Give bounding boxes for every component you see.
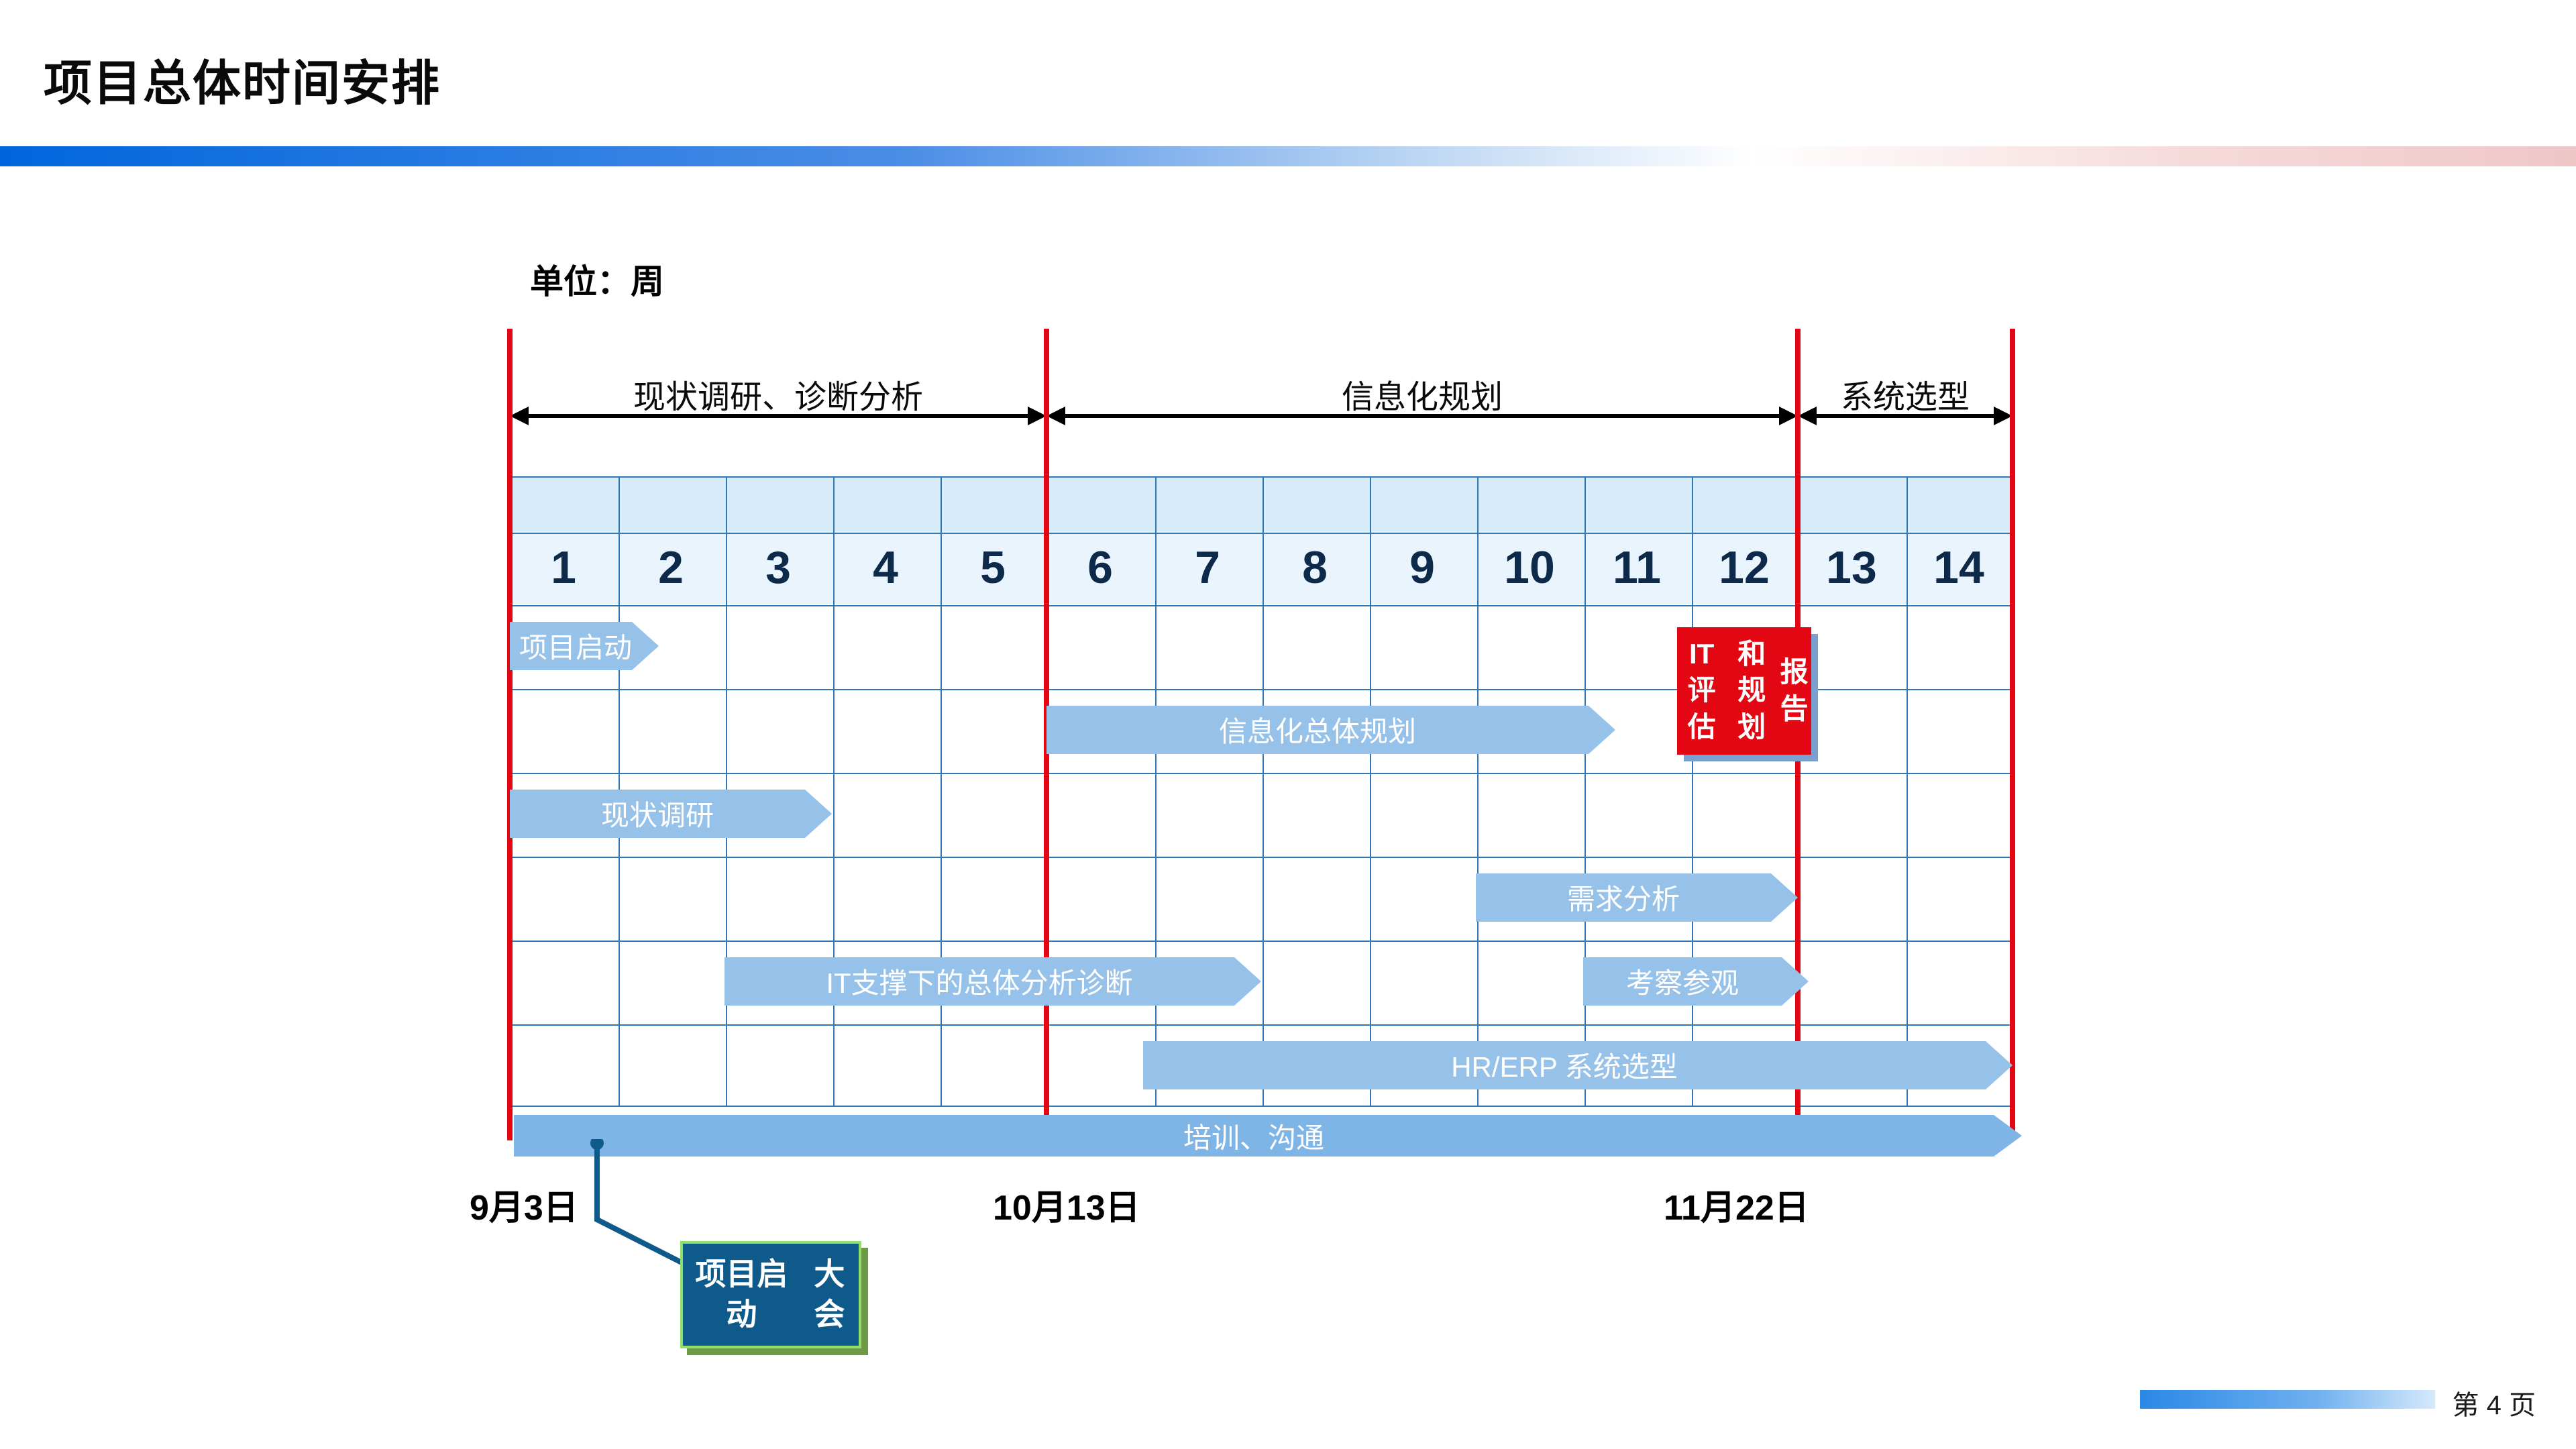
week-number: 11: [1583, 531, 1690, 604]
week-number: 2: [617, 531, 724, 604]
training-communication-label: 培训、沟通: [514, 1115, 1994, 1157]
training-communication-bar: 培训、沟通: [514, 1115, 2022, 1157]
week-number: 10: [1476, 531, 1583, 604]
page-title: 项目总体时间安排: [44, 44, 441, 114]
report-line: 报告: [1777, 654, 1811, 727]
task-label: 信息化总体规划: [1046, 706, 1589, 754]
arrow-tip-icon: [1986, 1041, 2012, 1089]
task-label: 现状调研: [510, 790, 805, 838]
unit-label: 单位：周: [530, 255, 664, 303]
arrow-tip-icon: [1589, 706, 1615, 754]
grid-hline: [511, 773, 2011, 774]
grid-hline: [511, 605, 2011, 606]
phase-range: 信息化规划: [1046, 376, 1798, 429]
week-number: 13: [1798, 531, 1905, 604]
week-number: 3: [724, 531, 832, 604]
task-bar: 项目启动: [510, 622, 628, 670]
double-arrow-icon: [1798, 402, 2012, 429]
report-line: 和规划: [1726, 636, 1777, 746]
it-report-milestone-box: IT评估和规划报告: [1677, 627, 1811, 755]
task-bar: HR/ERP 系统选型: [1143, 1041, 2012, 1089]
report-line: IT评估: [1677, 636, 1726, 746]
footer-gradient-bar: [2140, 1390, 2435, 1409]
milestone-date-label: 10月13日: [993, 1179, 1140, 1230]
task-bar: 考察参观: [1583, 957, 1809, 1006]
task-bar: IT支撑下的总体分析诊断: [724, 957, 1261, 1006]
arrow-tip-icon: [1771, 873, 1798, 922]
grid-hline: [511, 857, 2011, 858]
kickoff-line: 大会: [800, 1254, 859, 1335]
task-label: HR/ERP 系统选型: [1143, 1041, 1986, 1089]
task-bar: 信息化总体规划: [1046, 706, 1615, 754]
header-gradient-bar: [0, 146, 2576, 166]
gantt-chart: 现状调研、诊断分析信息化规划系统选型 1234567891011121314 项…: [510, 329, 2026, 1134]
arrow-tip-icon: [1234, 957, 1261, 1006]
week-number: 7: [1154, 531, 1261, 604]
week-number: 4: [832, 531, 939, 604]
week-number: 12: [1690, 531, 1798, 604]
task-label: 考察参观: [1583, 957, 1782, 1006]
phase-range: 现状调研、诊断分析: [510, 376, 1046, 429]
task-bar: 现状调研: [510, 790, 832, 838]
kickoff-line: 项目启动: [683, 1254, 800, 1335]
week-number: 9: [1368, 531, 1476, 604]
week-number: 8: [1261, 531, 1368, 604]
task-label: 需求分析: [1476, 873, 1771, 922]
milestone-date-label: 9月3日: [470, 1179, 578, 1230]
task-bar: 需求分析: [1476, 873, 1798, 922]
week-number: 5: [939, 531, 1046, 604]
double-arrow-icon: [510, 402, 1046, 429]
week-number: 14: [1905, 531, 2012, 604]
week-number: 6: [1046, 531, 1154, 604]
arrow-tip-icon: [1994, 1115, 2022, 1157]
page-number: 第 4 页: [2453, 1383, 2536, 1422]
week-number: 1: [510, 531, 617, 604]
milestone-line: [2010, 329, 2015, 1140]
kickoff-meeting-callout: 项目启动大会: [680, 1241, 861, 1348]
arrow-tip-icon: [632, 622, 659, 670]
arrow-tip-icon: [1782, 957, 1809, 1006]
task-label: IT支撑下的总体分析诊断: [724, 957, 1234, 1006]
task-label: 项目启动: [510, 622, 632, 670]
grid-hline: [511, 941, 2011, 942]
milestone-line: [507, 329, 513, 1140]
phase-range: 系统选型: [1798, 376, 2012, 429]
milestone-date-label: 11月22日: [1664, 1179, 1809, 1230]
arrow-tip-icon: [805, 790, 832, 838]
double-arrow-icon: [1046, 402, 1798, 429]
grid-hline: [511, 1024, 2011, 1026]
